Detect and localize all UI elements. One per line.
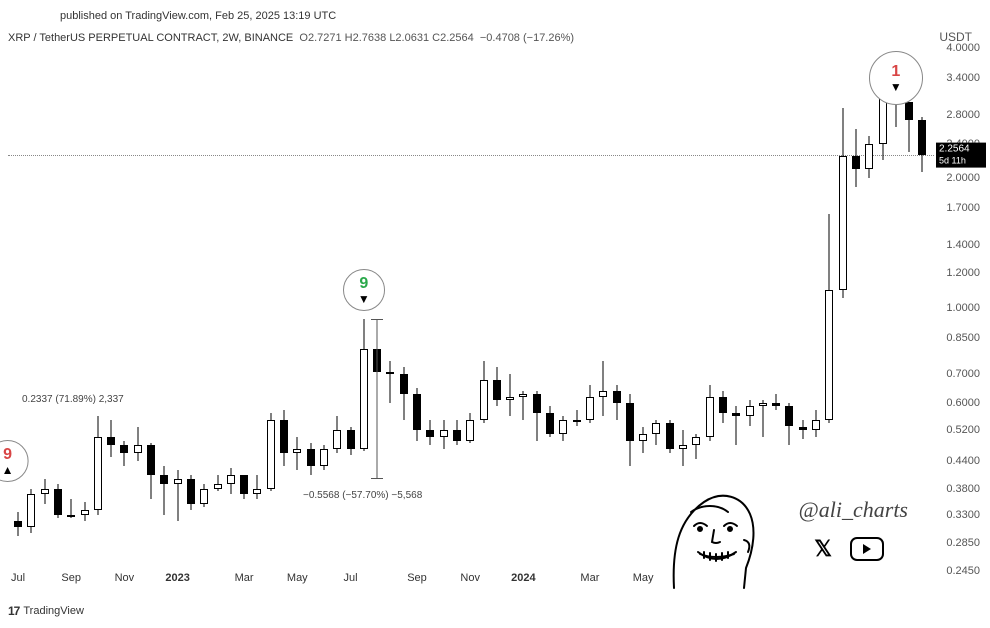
watermark-handle: @ali_charts	[799, 497, 908, 523]
x-tick-label: Sep	[61, 572, 81, 584]
y-tick-label: 1.0000	[946, 302, 980, 314]
y-tick-label: 1.7000	[946, 202, 980, 214]
y-tick-label: 0.6000	[946, 397, 980, 409]
y-tick-label: 0.2850	[946, 537, 980, 549]
x-tick-label: Jul	[11, 572, 25, 584]
current-price-line	[8, 155, 934, 156]
watermark-social-icons: 𝕏	[814, 536, 884, 562]
tradingview-logo-icon: 17	[8, 604, 19, 618]
current-price-flag: 2.25645d 11h	[936, 143, 986, 168]
y-tick-label: 0.2450	[946, 565, 980, 577]
ohlc-open: O2.7271	[299, 32, 341, 44]
y-axis: 4.00003.40002.80002.40002.00001.70001.40…	[934, 48, 986, 571]
y-tick-label: 0.7000	[946, 368, 980, 380]
y-tick-label: 0.3300	[946, 509, 980, 521]
x-axis: JulSepNov2023MarMayJulSepNov2024MarMay	[8, 572, 934, 588]
td-signal-badge: 9▼	[343, 269, 385, 311]
y-tick-label: 2.0000	[946, 172, 980, 184]
x-tick-label: Mar	[235, 572, 254, 584]
x-tick-label: Jul	[343, 572, 357, 584]
chart-header: XRP / TetherUS PERPETUAL CONTRACT, 2W, B…	[8, 32, 574, 44]
ohlc-change: −0.4708 (−17.26%)	[480, 32, 574, 44]
y-tick-label: 0.5200	[946, 424, 980, 436]
td-signal-badge: 1▼	[869, 51, 923, 105]
x-tick-label: 2024	[511, 572, 535, 584]
y-tick-label: 1.2000	[946, 267, 980, 279]
y-tick-label: 2.8000	[946, 109, 980, 121]
y-tick-label: 1.4000	[946, 239, 980, 251]
y-tick-label: 0.3800	[946, 483, 980, 495]
td-signal-badge: 9▲	[0, 440, 29, 482]
youtube-icon	[850, 537, 884, 561]
measurement-annotation: −0.5568 (−57.70%) −5,568	[303, 490, 422, 501]
y-tick-label: 0.4400	[946, 455, 980, 467]
measurement-annotation: 0.2337 (71.89%) 2,337	[22, 394, 124, 405]
y-tick-label: 4.0000	[946, 42, 980, 54]
x-tick-label: 2023	[165, 572, 189, 584]
x-tick-label: Nov	[460, 572, 480, 584]
x-tick-label: Mar	[580, 572, 599, 584]
face-watermark-icon	[644, 480, 774, 590]
y-tick-label: 0.8500	[946, 332, 980, 344]
measure-bracket	[367, 319, 387, 479]
ohlc-high: H2.7638	[345, 32, 387, 44]
x-tick-label: May	[287, 572, 308, 584]
x-tick-label: Nov	[115, 572, 135, 584]
publish-info: published on TradingView.com, Feb 25, 20…	[60, 10, 336, 22]
footer-brand-text: TradingView	[23, 605, 84, 617]
footer-brand: 17 TradingView	[8, 604, 84, 618]
x-icon: 𝕏	[814, 536, 832, 562]
y-tick-label: 3.4000	[946, 72, 980, 84]
symbol-label: XRP / TetherUS PERPETUAL CONTRACT, 2W, B…	[8, 32, 293, 44]
price-chart[interactable]: 4.00003.40002.80002.40002.00001.70001.40…	[8, 48, 934, 571]
x-tick-label: Sep	[407, 572, 427, 584]
ohlc-close: C2.2564	[432, 32, 474, 44]
ohlc-low: L2.0631	[389, 32, 429, 44]
